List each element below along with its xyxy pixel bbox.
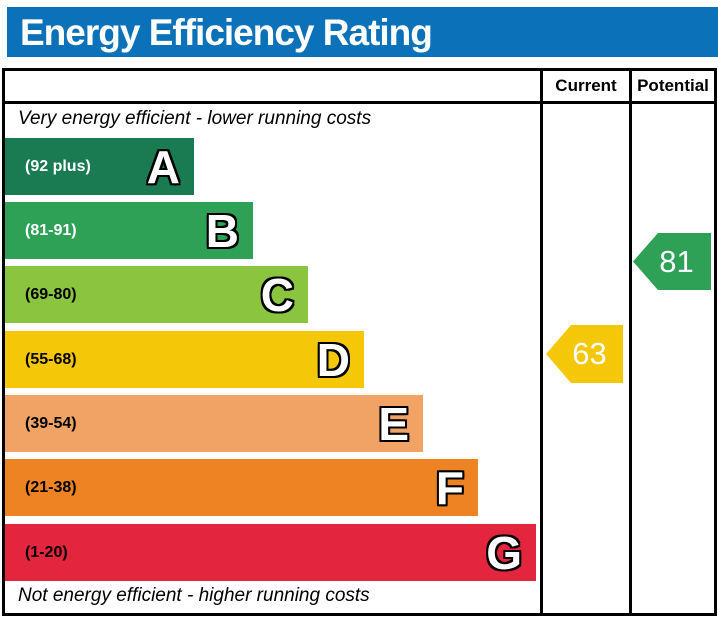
header-row-divider <box>5 101 714 104</box>
band-range-a: (92 plus) <box>25 157 91 175</box>
column-header-current: Current <box>555 76 617 95</box>
band-range-g: (1-20) <box>25 543 68 561</box>
band-bar-f: (21-38) F <box>5 459 478 516</box>
band-letter-f: F <box>435 461 466 514</box>
current-rating-arrow: 63 <box>546 325 623 383</box>
band-bar-c: (69-80) C <box>5 266 308 323</box>
bottom-note: Not energy efficient - higher running co… <box>18 585 370 606</box>
band-bar-b: (81-91) B <box>5 202 253 259</box>
band-range-e: (39-54) <box>25 414 77 432</box>
band-letter-c: C <box>260 268 296 321</box>
band-range-f: (21-38) <box>25 478 77 496</box>
band-letter-d: D <box>316 333 352 386</box>
column-header-potential: Potential <box>637 76 709 95</box>
band-range-c: (69-80) <box>25 285 77 303</box>
column-divider-potential <box>629 71 632 613</box>
band-range-b: (81-91) <box>25 221 77 239</box>
band-bar-a: (92 plus) A <box>5 138 194 195</box>
band-range-d: (55-68) <box>25 350 77 368</box>
column-divider-current <box>540 71 543 613</box>
top-note: Very energy efficient - lower running co… <box>18 108 372 129</box>
band-letter-a: A <box>146 140 182 193</box>
band-bar-d: (55-68) D <box>5 331 364 388</box>
potential-rating-arrow: 81 <box>633 233 711 290</box>
potential-rating-value: 81 <box>659 243 694 279</box>
page-title: Energy Efficiency Rating <box>20 12 433 53</box>
band-letter-e: E <box>377 397 410 450</box>
current-rating-value: 63 <box>572 336 607 371</box>
band-letter-g: G <box>485 526 523 579</box>
band-letter-b: B <box>205 204 241 257</box>
band-bar-g: (1-20) G <box>5 524 536 581</box>
band-bar-e: (39-54) E <box>5 395 423 452</box>
title-bar: Energy Efficiency Rating <box>7 7 718 57</box>
rating-table: Current Potential Very energy efficient … <box>2 68 717 616</box>
